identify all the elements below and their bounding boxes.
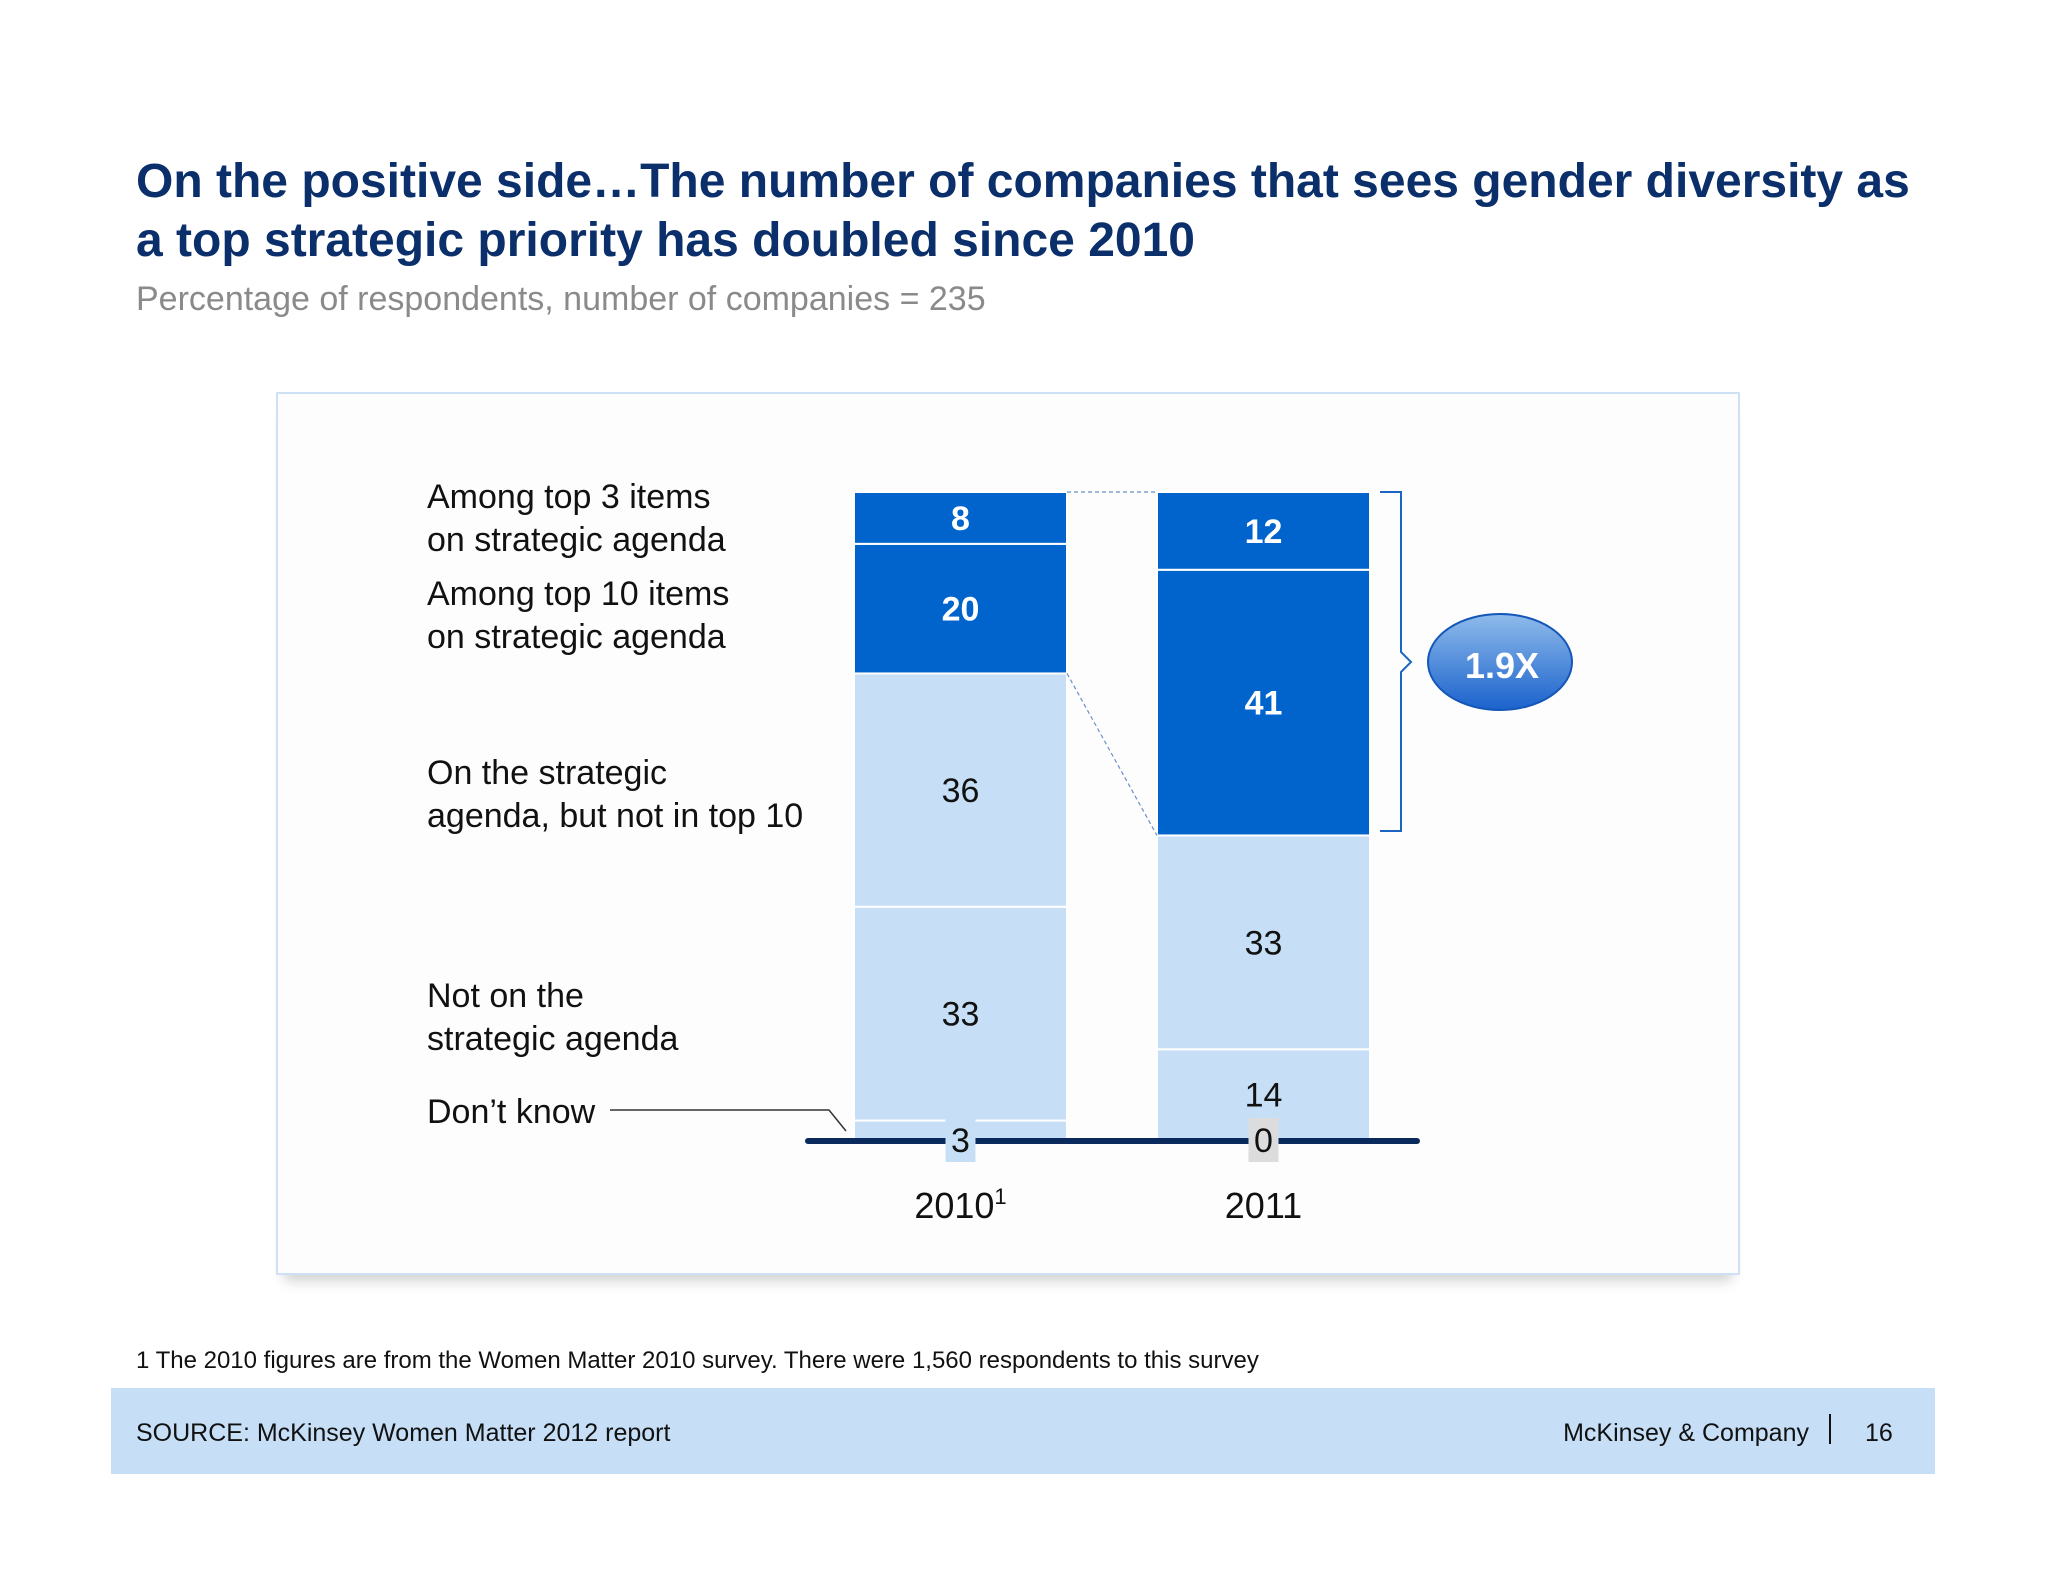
bar-segment — [1156, 491, 1371, 571]
legend-label: Not on the — [427, 977, 584, 1015]
bar-segment — [1156, 834, 1371, 1051]
legend-label: Among top 3 items — [427, 478, 710, 516]
growth-bubble — [1427, 613, 1573, 711]
value-label: 14 — [1245, 1077, 1283, 1115]
value-label: 20 — [942, 591, 980, 629]
x-tick-label: 20101 — [914, 1184, 1006, 1226]
legend-label: on strategic agenda — [427, 521, 726, 559]
legend-label: Among top 10 items — [427, 575, 729, 613]
dont-know-leader-line — [610, 1109, 847, 1132]
footnote: 1 The 2010 figures are from the Women Ma… — [136, 1347, 1259, 1374]
legend-label: Don’t know — [427, 1093, 596, 1131]
bar-segment — [853, 491, 1068, 545]
bracket — [1380, 491, 1413, 832]
value-label-chip — [1248, 1118, 1279, 1162]
legend-label: on strategic agenda — [427, 618, 726, 656]
x-tick-label: 2011 — [1225, 1185, 1302, 1226]
value-label-chip — [945, 1118, 976, 1162]
legend-label: On the strategic — [427, 754, 667, 792]
value-label: 3 — [951, 1122, 970, 1160]
value-label: 36 — [942, 772, 980, 810]
source-note: SOURCE: McKinsey Women Matter 2012 repor… — [136, 1419, 671, 1447]
value-label: 0 — [1254, 1122, 1273, 1160]
connector-line — [1066, 673, 1158, 836]
brand-name: McKinsey & Company — [1563, 1419, 1809, 1447]
bar-segment — [853, 905, 1068, 1122]
footer-bar: SOURCE: McKinsey Women Matter 2012 repor… — [111, 1388, 1935, 1474]
value-label: 41 — [1245, 685, 1283, 723]
bar-segment — [1156, 568, 1371, 837]
page-number: 16 — [1865, 1419, 1893, 1447]
legend-label: agenda, but not in top 10 — [427, 797, 803, 835]
value-label: 33 — [942, 996, 980, 1034]
footer-separator — [1829, 1414, 1831, 1444]
page-subtitle: Percentage of respondents, number of com… — [136, 280, 986, 318]
value-label: 12 — [1245, 513, 1283, 551]
legend-label: strategic agenda — [427, 1020, 678, 1058]
growth-annotation: 1.9X — [1465, 645, 1539, 686]
value-label: 8 — [951, 500, 970, 538]
value-label: 33 — [1245, 924, 1283, 962]
page-title: On the positive side…The number of compa… — [136, 155, 1910, 267]
